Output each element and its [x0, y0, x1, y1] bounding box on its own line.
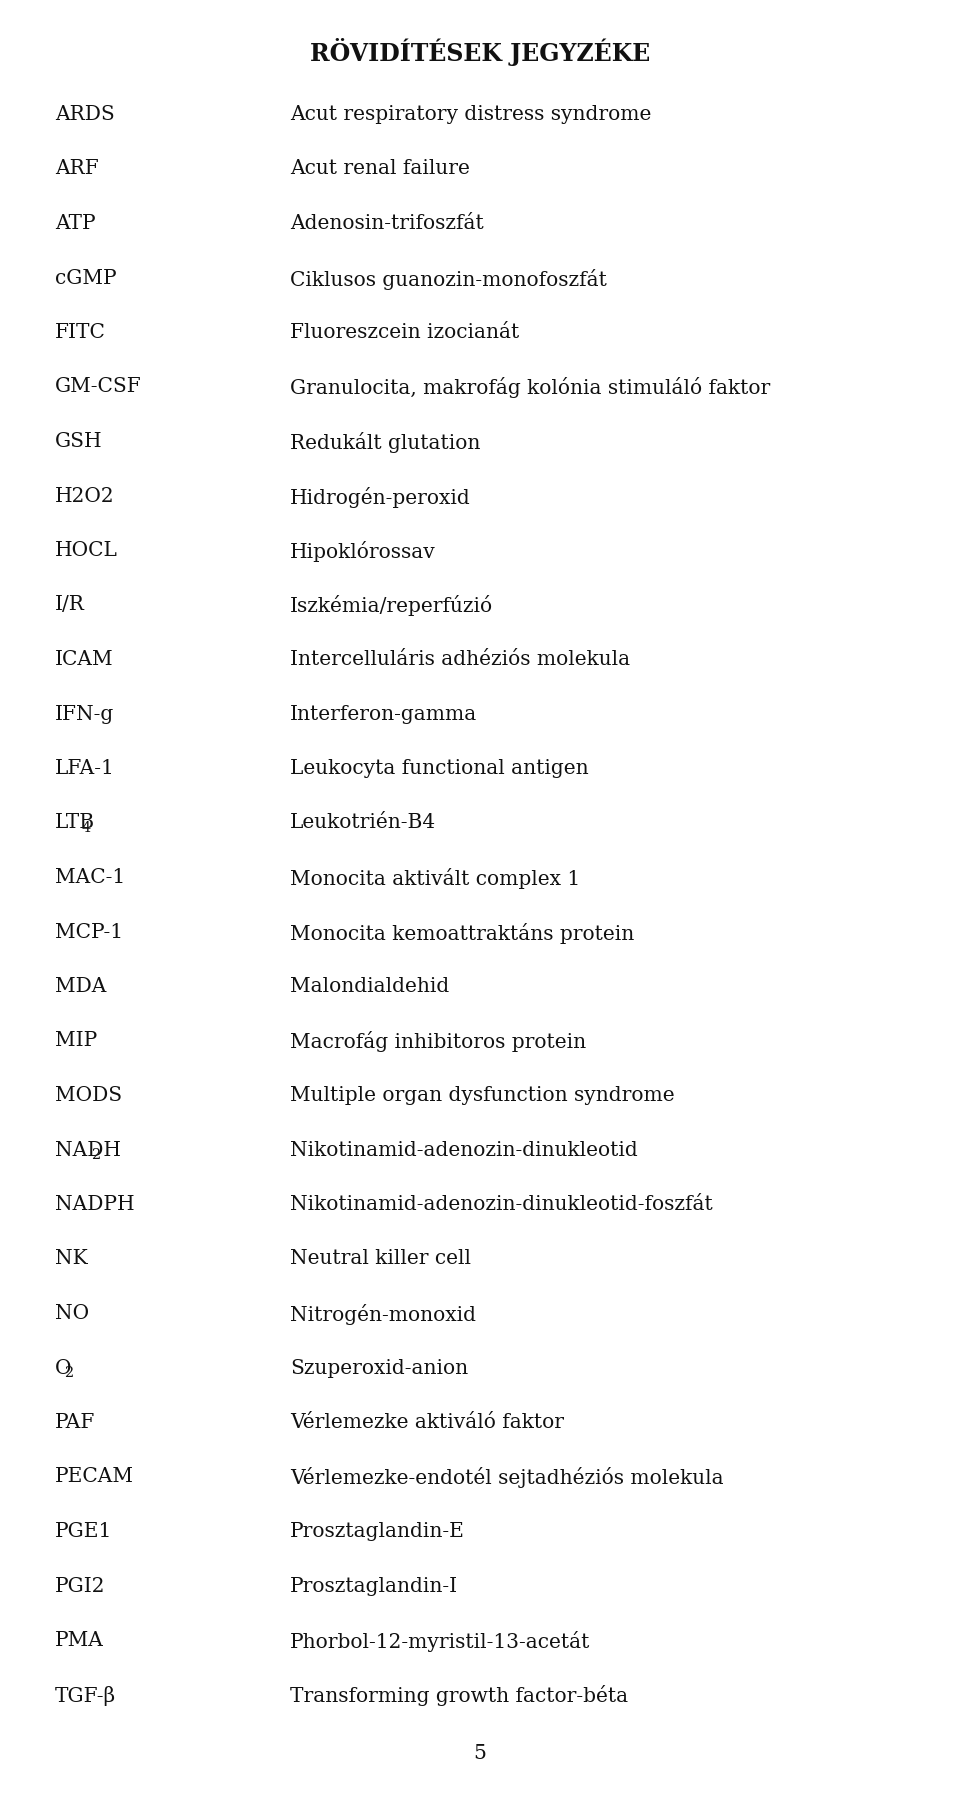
Text: PGI2: PGI2: [55, 1577, 106, 1595]
Text: PGE1: PGE1: [55, 1521, 112, 1541]
Text: Transforming growth factor-béta: Transforming growth factor-béta: [290, 1685, 628, 1706]
Text: Redukált glutation: Redukált glutation: [290, 432, 480, 453]
Text: Multiple organ dysfunction syndrome: Multiple organ dysfunction syndrome: [290, 1086, 675, 1106]
Text: Ciklusos guanozin-monofoszfát: Ciklusos guanozin-monofoszfát: [290, 268, 607, 289]
Text: Nikotinamid-adenozin-dinukleotid: Nikotinamid-adenozin-dinukleotid: [290, 1140, 637, 1160]
Text: PMA: PMA: [55, 1631, 104, 1651]
Text: MDA: MDA: [55, 976, 107, 996]
Text: Interferon-gamma: Interferon-gamma: [290, 705, 477, 723]
Text: Hidrogén-peroxid: Hidrogén-peroxid: [290, 487, 470, 507]
Text: Adenosin-trifoszfát: Adenosin-trifoszfát: [290, 214, 484, 234]
Text: Macrofág inhibitoros protein: Macrofág inhibitoros protein: [290, 1032, 587, 1052]
Text: I/R: I/R: [55, 595, 84, 615]
Text: HOCL: HOCL: [55, 541, 118, 559]
Text: H2O2: H2O2: [55, 487, 114, 505]
Text: Malondialdehid: Malondialdehid: [290, 976, 449, 996]
Text: Vérlemezke aktiváló faktor: Vérlemezke aktiváló faktor: [290, 1413, 564, 1431]
Text: Acut renal failure: Acut renal failure: [290, 160, 469, 178]
Text: Iszkémia/reperfúzió: Iszkémia/reperfúzió: [290, 595, 493, 617]
Text: Monocita kemoattraktáns protein: Monocita kemoattraktáns protein: [290, 922, 635, 944]
Text: MODS: MODS: [55, 1086, 122, 1106]
Text: Leukotrién-B4: Leukotrién-B4: [290, 813, 436, 832]
Text: Leukocyta functional antigen: Leukocyta functional antigen: [290, 759, 588, 779]
Text: cGMP: cGMP: [55, 268, 116, 288]
Text: Hipoklórossav: Hipoklórossav: [290, 541, 436, 563]
Text: Szuperoxid-anion: Szuperoxid-anion: [290, 1359, 468, 1377]
Text: ARF: ARF: [55, 160, 99, 178]
Text: NO: NO: [55, 1304, 89, 1323]
Text: Intercelluláris adhéziós molekula: Intercelluláris adhéziós molekula: [290, 651, 630, 669]
Text: MCP-1: MCP-1: [55, 922, 123, 942]
Text: Nikotinamid-adenozin-dinukleotid-foszfát: Nikotinamid-adenozin-dinukleotid-foszfát: [290, 1196, 712, 1214]
Text: Nitrogén-monoxid: Nitrogén-monoxid: [290, 1304, 476, 1325]
Text: MAC-1: MAC-1: [55, 868, 125, 886]
Text: O: O: [55, 1359, 71, 1377]
Text: PECAM: PECAM: [55, 1467, 134, 1487]
Text: LFA-1: LFA-1: [55, 759, 115, 779]
Text: ATP: ATP: [55, 214, 96, 234]
Text: FITC: FITC: [55, 324, 106, 342]
Text: 5: 5: [473, 1744, 487, 1764]
Text: Prosztaglandin-E: Prosztaglandin-E: [290, 1521, 465, 1541]
Text: 4: 4: [82, 822, 91, 836]
Text: Prosztaglandin-I: Prosztaglandin-I: [290, 1577, 458, 1595]
Text: Monocita aktivált complex 1: Monocita aktivált complex 1: [290, 868, 580, 888]
Text: Granulocita, makrofág kolónia stimuláló faktor: Granulocita, makrofág kolónia stimuláló …: [290, 378, 770, 399]
Text: PAF: PAF: [55, 1413, 95, 1431]
Text: LTB: LTB: [55, 813, 95, 832]
Text: Phorbol-12-myristil-13-acetát: Phorbol-12-myristil-13-acetát: [290, 1631, 590, 1652]
Text: 2: 2: [91, 1149, 100, 1163]
Text: ICAM: ICAM: [55, 651, 113, 669]
Text: NADH: NADH: [55, 1140, 121, 1160]
Text: GM-CSF: GM-CSF: [55, 378, 142, 397]
Text: NK: NK: [55, 1250, 87, 1269]
Text: Fluoreszcein izocianát: Fluoreszcein izocianát: [290, 324, 519, 342]
Text: Acut respiratory distress syndrome: Acut respiratory distress syndrome: [290, 104, 652, 124]
Text: GSH: GSH: [55, 432, 103, 451]
Text: RÖVIDÍTÉSEK JEGYZÉKE: RÖVIDÍTÉSEK JEGYZÉKE: [310, 38, 650, 67]
Text: NADPH: NADPH: [55, 1196, 134, 1214]
Text: IFN-g: IFN-g: [55, 705, 114, 723]
Text: ARDS: ARDS: [55, 104, 115, 124]
Text: Vérlemezke-endotél sejtadhéziós molekula: Vérlemezke-endotél sejtadhéziós molekula: [290, 1467, 724, 1489]
Text: MIP: MIP: [55, 1032, 97, 1050]
Text: 2: 2: [64, 1366, 73, 1381]
Text: TGF-β: TGF-β: [55, 1685, 116, 1706]
Text: Neutral killer cell: Neutral killer cell: [290, 1250, 471, 1269]
